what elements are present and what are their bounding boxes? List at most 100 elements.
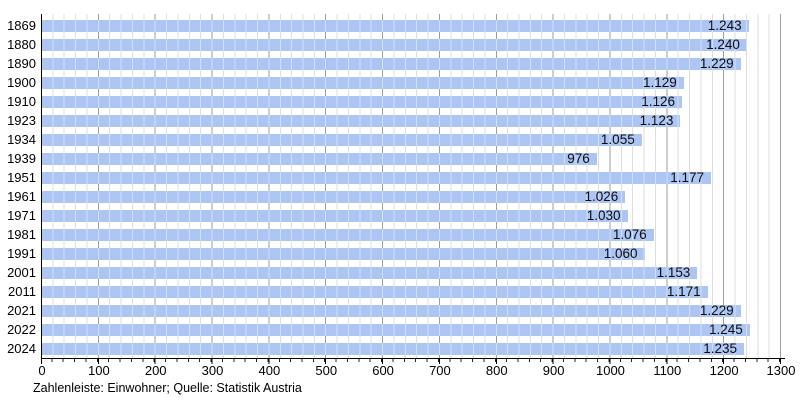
year-label: 1981 (7, 227, 36, 242)
bar-track: 1.229 (42, 56, 781, 70)
population-bar: 1.060 (42, 245, 645, 261)
year-label: 2011 (8, 284, 36, 299)
bar-value-label: 1.076 (612, 226, 647, 242)
bar-value-label: 1.245 (708, 321, 743, 337)
population-bar: 1.235 (42, 340, 745, 356)
bar-value-label: 1.171 (666, 283, 701, 299)
x-axis-major-ticks (41, 359, 782, 364)
bar-value-label: 1.123 (639, 112, 674, 128)
bar-value-label: 1.235 (703, 340, 738, 356)
year-label: 1991 (7, 246, 36, 261)
table-row: 1900 1.129 (0, 73, 781, 92)
bar-track: 1.177 (42, 169, 781, 185)
bar-track: 1.245 (42, 321, 781, 337)
bar-track: 1.243 (42, 17, 781, 33)
x-tick-label: 1300 (766, 363, 796, 378)
bar-value-label: 1.060 (603, 245, 638, 261)
x-tick-label: 500 (315, 363, 338, 378)
bar-value-label: 976 (567, 150, 590, 166)
x-axis-line (41, 358, 785, 359)
year-label: 2024 (7, 341, 36, 356)
year-label: 1890 (7, 56, 36, 71)
year-label: 1961 (7, 189, 36, 204)
table-row: 2011 1.171 (0, 282, 781, 301)
population-bar: 1.229 (42, 302, 741, 318)
table-row: 2001 1.153 (0, 263, 781, 282)
bar-value-label: 1.229 (699, 302, 734, 318)
year-label: 2001 (7, 265, 36, 280)
bar-value-label: 1.026 (584, 188, 619, 204)
table-row: 1869 1.243 (0, 16, 781, 35)
bar-value-label: 1.240 (706, 36, 740, 52)
year-label: 1869 (7, 18, 36, 33)
table-row: 2024 1.235 (0, 339, 781, 358)
x-tick-label: 1000 (595, 363, 625, 378)
year-label: 1971 (7, 208, 36, 223)
year-label: 1900 (7, 75, 36, 90)
population-bar: 1.026 (42, 188, 626, 204)
population-bar: 1.076 (42, 226, 654, 242)
year-label: 2021 (7, 303, 36, 318)
bar-value-label: 1.030 (586, 207, 621, 223)
population-bar: 1.229 (42, 56, 741, 70)
population-bar: 1.240 (42, 36, 747, 52)
x-tick-label: 1100 (653, 363, 682, 378)
table-row: 1923 1.123 (0, 111, 781, 130)
year-label: 1934 (7, 132, 36, 147)
source-caption: Zahlenleiste: Einwohner; Quelle: Statist… (33, 381, 302, 395)
year-label: 1951 (7, 170, 36, 185)
bar-value-label: 1.126 (641, 93, 676, 109)
bar-track: 1.129 (42, 74, 781, 90)
table-row: 1890 1.229 (0, 54, 781, 73)
bar-track: 1.026 (42, 188, 781, 204)
bar-value-label: 1.153 (656, 264, 691, 280)
population-bar: 1.055 (42, 131, 642, 147)
bar-value-label: 1.055 (600, 131, 635, 147)
population-bar: 976 (42, 150, 597, 166)
x-tick-label: 0 (38, 363, 46, 378)
x-tick-label: 300 (201, 363, 224, 378)
year-label: 1910 (7, 94, 36, 109)
bar-track: 1.229 (42, 302, 781, 318)
bar-value-label: 1.177 (670, 169, 705, 185)
bar-rows: 1869 1.243 1880 1.240 1890 1.229 (0, 16, 781, 358)
bar-track: 1.076 (42, 226, 781, 242)
table-row: 1971 1.030 (0, 206, 781, 225)
year-label: 1939 (7, 151, 36, 166)
table-row: 1951 1.177 (0, 168, 781, 187)
population-bar: 1.171 (42, 283, 708, 299)
population-bar: 1.030 (42, 207, 628, 223)
x-tick-label: 800 (485, 363, 508, 378)
bar-value-label: 1.243 (707, 17, 742, 33)
table-row: 1934 1.055 (0, 130, 781, 149)
table-row: 2022 1.245 (0, 320, 781, 339)
x-tick-label: 100 (87, 363, 110, 378)
population-bar: 1.177 (42, 169, 712, 185)
population-bar: 1.245 (42, 321, 750, 337)
x-axis-tick-labels: 0 100 200 300 400 500 600 700 800 900 10… (38, 363, 795, 379)
x-tick-label: 700 (429, 363, 451, 378)
table-row: 2021 1.229 (0, 301, 781, 320)
year-label: 1923 (7, 113, 36, 128)
bar-value-label: 1.129 (642, 74, 677, 90)
table-row: 1991 1.060 (0, 244, 781, 263)
year-label: 1880 (7, 37, 36, 52)
bar-track: 1.153 (42, 264, 781, 280)
x-tick-label: 400 (258, 363, 281, 378)
bar-track: 1.060 (42, 245, 781, 261)
year-label: 2022 (7, 322, 36, 337)
x-tick-label: 900 (542, 363, 565, 378)
x-tick-label: 600 (372, 363, 394, 378)
x-tick-label: 1200 (709, 363, 739, 378)
table-row: 1910 1.126 (0, 92, 781, 111)
x-tick-label: 200 (144, 363, 167, 378)
bar-track: 1.171 (42, 283, 781, 299)
bar-track: 1.240 (42, 36, 781, 52)
bar-track: 1.123 (42, 112, 781, 128)
bar-track: 1.235 (42, 340, 781, 356)
bar-track: 1.055 (42, 131, 781, 147)
population-bar: 1.123 (42, 112, 681, 128)
bar-track: 1.126 (42, 93, 781, 109)
bar-track: 1.030 (42, 207, 781, 223)
